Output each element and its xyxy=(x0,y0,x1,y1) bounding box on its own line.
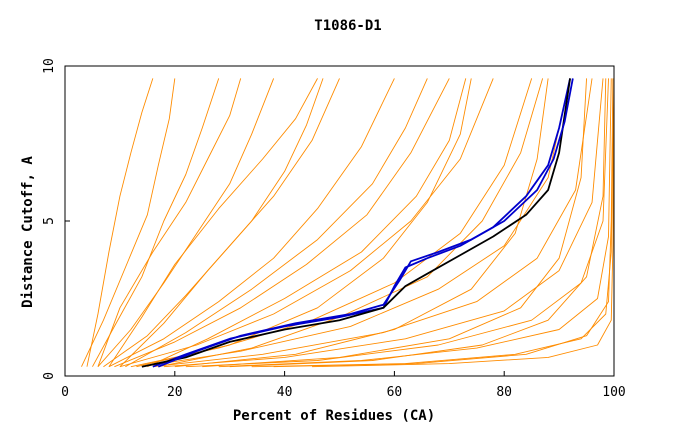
y-tick-label: 10 xyxy=(42,58,57,74)
model-curve-18 xyxy=(136,78,472,368)
x-axis-label: Percent of Residues (CA) xyxy=(233,408,435,424)
model-curve-16 xyxy=(108,78,318,367)
model-curve-21 xyxy=(229,78,607,368)
model-curve-26 xyxy=(158,78,544,368)
chart-title: T1086-D1 xyxy=(314,18,381,34)
x-tick-label: 40 xyxy=(277,385,293,400)
model-curve-0 xyxy=(81,78,176,367)
x-tick-label: 0 xyxy=(61,385,69,400)
model-curve-14 xyxy=(86,78,154,367)
model-curve-22 xyxy=(273,78,614,368)
model-curve-19 xyxy=(174,78,549,368)
model-curve-20 xyxy=(202,78,587,368)
highlight-curve-29 xyxy=(157,78,574,368)
model-curve-7 xyxy=(130,78,533,368)
model-curve-12 xyxy=(218,78,612,368)
model-curve-24 xyxy=(119,78,324,368)
y-axis-label: Distance Cutoff, A xyxy=(20,156,36,308)
model-curve-23 xyxy=(312,78,615,368)
model-curve-25 xyxy=(147,78,467,368)
x-tick-label: 80 xyxy=(496,385,512,400)
y-tick-label: 5 xyxy=(42,217,57,225)
model-curve-17 xyxy=(125,78,428,368)
x-tick-label: 100 xyxy=(602,385,625,400)
model-curve-4 xyxy=(108,78,395,368)
model-curve-6 xyxy=(119,78,494,368)
model-curve-8 xyxy=(141,78,571,368)
model-curve-5 xyxy=(114,78,450,368)
model-curve-11 xyxy=(185,78,609,368)
model-curve-1 xyxy=(92,78,220,367)
x-tick-label: 20 xyxy=(167,385,183,400)
model-curve-9 xyxy=(152,78,593,368)
x-axis: 0 20 40 60 80 100 xyxy=(61,371,626,400)
series-group xyxy=(81,78,615,368)
model-curve-10 xyxy=(163,78,604,368)
model-curve-2 xyxy=(97,78,275,367)
model-curve-15 xyxy=(97,78,242,367)
x-tick-label: 60 xyxy=(387,385,403,400)
y-axis: 0 5 10 xyxy=(42,58,70,380)
highlight-curve-28 xyxy=(141,78,571,368)
y-tick-label: 0 xyxy=(42,372,57,380)
